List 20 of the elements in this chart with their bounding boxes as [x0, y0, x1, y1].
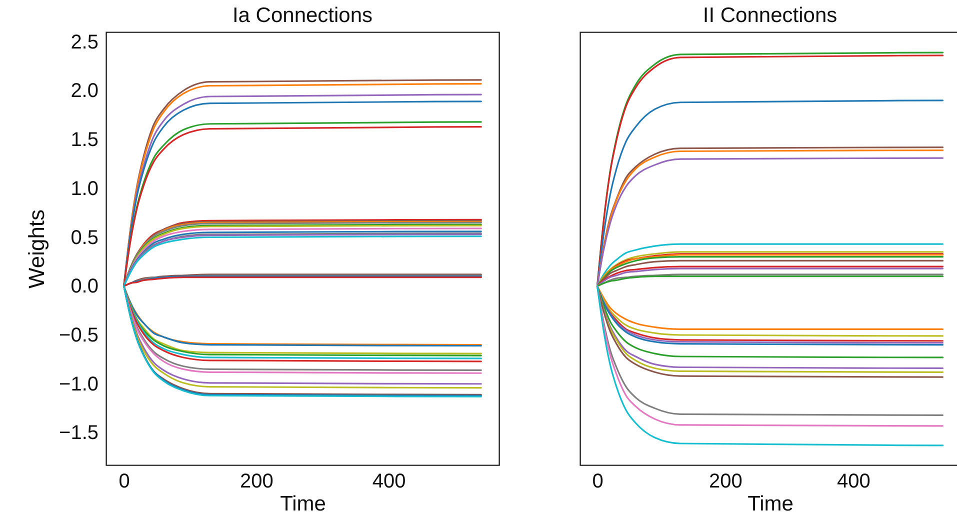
y-tick-label: 2.0 [70, 80, 98, 102]
x-tick-label: 400 [372, 470, 406, 492]
y-axis-title: Weights [24, 209, 50, 289]
x-tick-label: 0 [592, 470, 604, 492]
y-tick-label: −1.5 [59, 422, 98, 444]
y-tick-label: −0.5 [59, 324, 98, 346]
x-tick-label: 0 [118, 470, 130, 492]
x-tick-label: 200 [240, 470, 274, 492]
y-tick-label: 2.5 [70, 31, 98, 54]
chart-title: Ia Connections [232, 4, 373, 27]
chart-title: II Connections [702, 4, 838, 27]
y-tick-label: 0.0 [70, 276, 98, 298]
x-tick-label: 200 [709, 470, 742, 492]
x-tick-label: 400 [836, 470, 870, 492]
y-tick-label: 1.0 [70, 178, 98, 200]
x-axis-title: Time [280, 492, 326, 516]
y-tick-label: −1.0 [59, 373, 98, 396]
x-axis-title: Time [748, 492, 794, 516]
y-tick-label: 1.5 [70, 129, 98, 152]
y-tick-label: 0.5 [70, 226, 98, 249]
